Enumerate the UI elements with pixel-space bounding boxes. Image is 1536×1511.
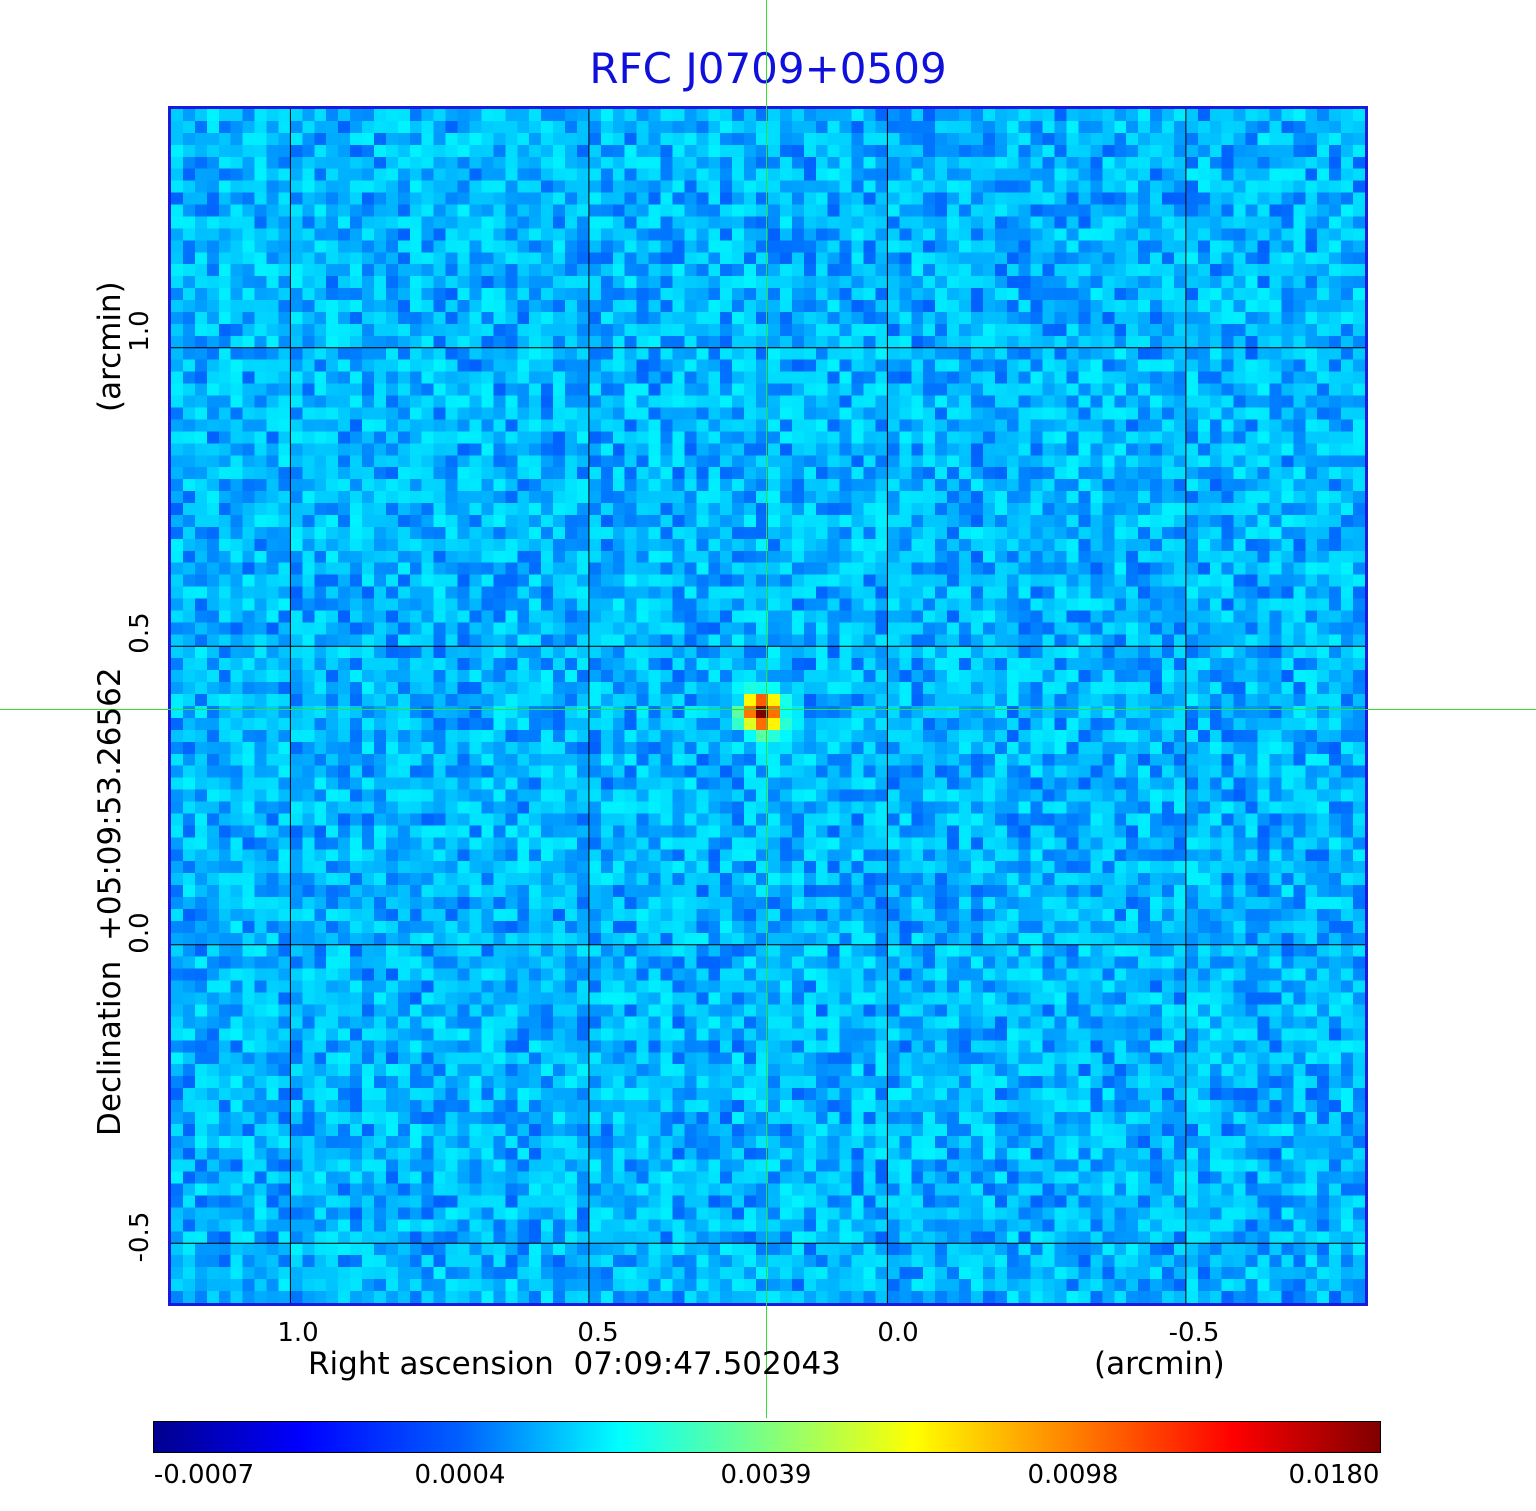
y-tick-label: 1.0 [125, 310, 155, 352]
y-axis-unit: (arcmin) [92, 281, 128, 412]
grid-lines [171, 109, 1365, 1303]
colorbar-tick-label: 0.0180 [1288, 1460, 1380, 1490]
y-axis-label: Declination +05:09:53.26562 [92, 667, 128, 1136]
intensity-map [171, 109, 1365, 1303]
colorbar [153, 1421, 1381, 1453]
crosshair-horizontal [0, 709, 1536, 710]
x-tick-label: 0.0 [877, 1318, 919, 1348]
x-axis-unit: (arcmin) [1094, 1346, 1225, 1382]
y-tick-label: -0.5 [125, 1211, 155, 1263]
colorbar-tick-label: 0.0039 [720, 1460, 812, 1490]
colorbar-tick-label: -0.0007 [153, 1460, 255, 1490]
x-tick-label: 0.5 [577, 1318, 619, 1348]
chart-title: RFC J0709+0509 [589, 44, 947, 93]
x-tick-label: 1.0 [277, 1318, 319, 1348]
colorbar-tick-label: 0.0004 [414, 1460, 506, 1490]
y-tick-label: 0.0 [125, 912, 155, 954]
colorbar-tick-label: 0.0098 [1027, 1460, 1119, 1490]
x-axis-label: Right ascension 07:09:47.502043 [308, 1346, 841, 1382]
y-tick-label: 0.5 [125, 612, 155, 654]
image-plot-area[interactable] [168, 106, 1368, 1306]
x-tick-label: -0.5 [1168, 1318, 1220, 1348]
